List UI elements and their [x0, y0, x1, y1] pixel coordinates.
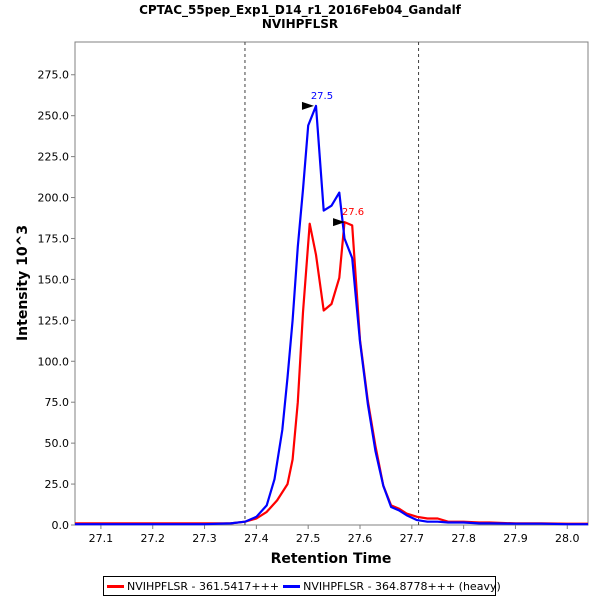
y-axis: 0.0 25.0 50.0 75.0 100.0 125.0 150.0 175.0 200.0…: [38, 69, 75, 532]
x-tick-label: 27.5: [296, 532, 321, 545]
y-tick-label: 75.0: [45, 396, 70, 409]
x-tick-label: 27.8: [451, 532, 476, 545]
y-tick-label: 200.0: [38, 192, 70, 205]
x-tick-label: 27.7: [400, 532, 425, 545]
peak-arrow-heavy: [301, 101, 314, 110]
chart-subtitle: NVIHPFLSR: [262, 17, 338, 31]
x-tick-label: 27.9: [503, 532, 528, 545]
x-axis: 27.1 27.2 27.3 27.4 27.5 27.6 27.7 27.8 27.9 28.0: [89, 525, 580, 545]
x-axis-label: Retention Time: [271, 551, 392, 567]
series-lines: [75, 104, 588, 526]
legend-item-light: NVIHPFLSR - 361.5417+++: [107, 580, 279, 593]
peak-label-light: 27.6: [342, 207, 364, 218]
y-tick-label: 125.0: [38, 314, 70, 327]
y-axis-label: Intensity 10^3: [15, 225, 31, 341]
legend-label-heavy: NVIHPFLSR - 364.8778+++ (heavy): [303, 579, 501, 593]
legend-label-light: NVIHPFLSR - 361.5417+++: [127, 579, 280, 593]
y-tick-label: 225.0: [38, 151, 70, 164]
chart-legend: NVIHPFLSR - 361.5417+++ NVIHPFLSR - 364.…: [103, 576, 501, 596]
legend-swatch-light: [107, 584, 124, 588]
chromatogram-chart: CPTAC_55pep_Exp1_D14_r1_2016Feb04_Gandal…: [15, 3, 589, 567]
x-tick-label: 27.1: [89, 532, 114, 545]
chart-title: CPTAC_55pep_Exp1_D14_r1_2016Feb04_Gandal…: [139, 3, 462, 18]
integration-boundaries: [244, 42, 420, 525]
y-tick-label: 25.0: [45, 478, 70, 491]
y-tick-label: 250.0: [38, 110, 70, 123]
legend-swatch-heavy: [283, 584, 301, 588]
series-line-heavy: [75, 104, 588, 526]
y-tick-label: 175.0: [38, 232, 70, 245]
legend-item-heavy: NVIHPFLSR - 364.8778+++ (heavy): [283, 580, 501, 593]
x-tick-label: 27.4: [244, 532, 269, 545]
peak-label-heavy: 27.5: [311, 91, 333, 102]
x-tick-label: 28.0: [555, 532, 580, 545]
y-tick-label: 150.0: [38, 273, 70, 286]
y-tick-label: 0.0: [52, 519, 70, 532]
y-tick-label: 50.0: [45, 437, 70, 450]
peak-arrow-light: [333, 218, 346, 227]
y-tick-label: 275.0: [38, 69, 70, 82]
plot-area: [74, 41, 589, 526]
x-tick-label: 27.3: [192, 532, 217, 545]
peak-annotations: 27.6 27.5: [301, 91, 364, 227]
x-tick-label: 27.6: [348, 532, 373, 545]
x-tick-label: 27.2: [140, 532, 165, 545]
y-tick-label: 100.0: [38, 355, 70, 368]
